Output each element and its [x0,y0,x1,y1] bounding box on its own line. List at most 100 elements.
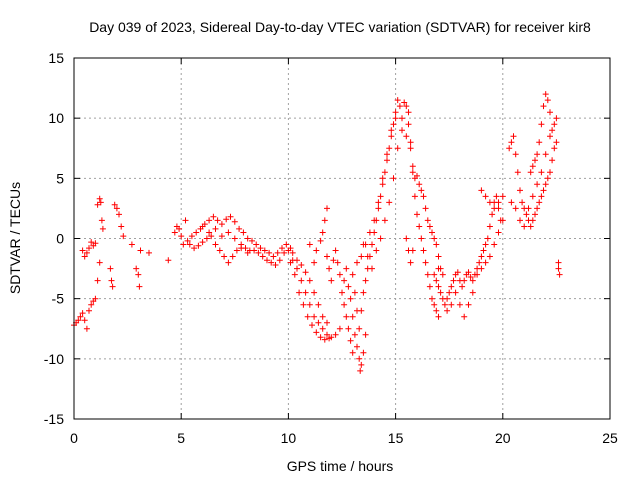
data-point [203,235,210,242]
data-point [326,335,333,342]
data-point [456,301,463,308]
data-point [439,271,446,278]
data-point [486,199,493,206]
data-point [96,195,103,202]
x-tick-label: 0 [70,430,78,446]
y-axis-label: SDTVAR / TECUs [7,182,23,294]
data-point [79,247,86,254]
data-point [354,259,360,266]
data-point [289,249,296,256]
data-point [324,253,330,260]
y-tick-label: -10 [44,351,64,367]
data-point [231,218,238,225]
data-point [435,313,442,320]
data-point [484,235,491,242]
data-point [536,199,543,206]
data-point [444,307,451,314]
data-point [459,283,466,290]
data-point [478,187,485,194]
data-point [206,217,213,224]
x-tick-label: 15 [388,430,404,446]
data-point [216,247,223,254]
data-point [336,271,343,278]
data-point [276,257,283,264]
data-point [433,241,440,248]
data-point [407,139,414,146]
data-point [424,271,431,278]
data-point [441,301,448,308]
data-point [311,289,318,296]
data-point [542,181,549,188]
data-point [358,253,365,260]
data-point [534,205,541,212]
data-point [298,262,305,268]
data-point [345,325,352,332]
data-point [364,253,371,260]
data-point [287,259,294,266]
data-point [429,295,435,302]
data-point [381,217,388,224]
data-point [210,213,217,220]
data-point [482,241,489,248]
data-point [519,199,526,206]
data-point [118,223,125,230]
data-point [296,289,303,296]
data-point [392,109,399,116]
data-point [236,225,243,232]
data-point [529,217,536,224]
y-tick-label: 15 [48,50,64,66]
data-point [549,127,556,134]
data-point [264,257,270,264]
data-point [435,283,442,290]
data-point [229,253,236,260]
data-point [283,241,290,248]
data-point [493,193,500,200]
data-point [461,277,468,284]
data-point [212,225,219,232]
data-point [448,283,455,290]
data-point [83,249,90,256]
data-point [416,223,423,230]
data-point [317,334,324,341]
data-point [195,242,202,249]
data-point [279,245,285,252]
data-point [377,193,384,200]
data-point [551,145,558,152]
data-point [465,301,472,308]
data-point [360,241,367,248]
data-point [480,247,487,254]
data-point [547,169,553,176]
data-point [360,349,367,356]
data-point [512,205,519,212]
data-point [476,259,483,266]
data-point [328,277,335,284]
data-point [357,367,364,374]
data-point [81,253,88,260]
data-point [525,205,532,212]
data-point [482,259,489,266]
data-point [332,331,339,338]
data-point [315,301,322,308]
data-point [351,289,358,296]
data-point [478,253,485,260]
data-point [191,245,198,252]
data-point [448,301,455,308]
data-point [97,199,104,206]
data-point [227,213,234,220]
data-point [388,127,395,134]
data-point [396,103,403,110]
x-tick-label: 20 [495,430,511,446]
data-point [506,145,513,152]
data-point [491,205,498,212]
data-point [469,277,476,284]
data-point [422,205,429,212]
data-point [386,199,393,206]
data-point [381,169,388,176]
data-point [266,249,273,256]
data-point [341,301,348,308]
data-point [482,193,489,200]
data-point [96,259,103,266]
data-point [390,175,397,182]
data-point [304,313,311,320]
